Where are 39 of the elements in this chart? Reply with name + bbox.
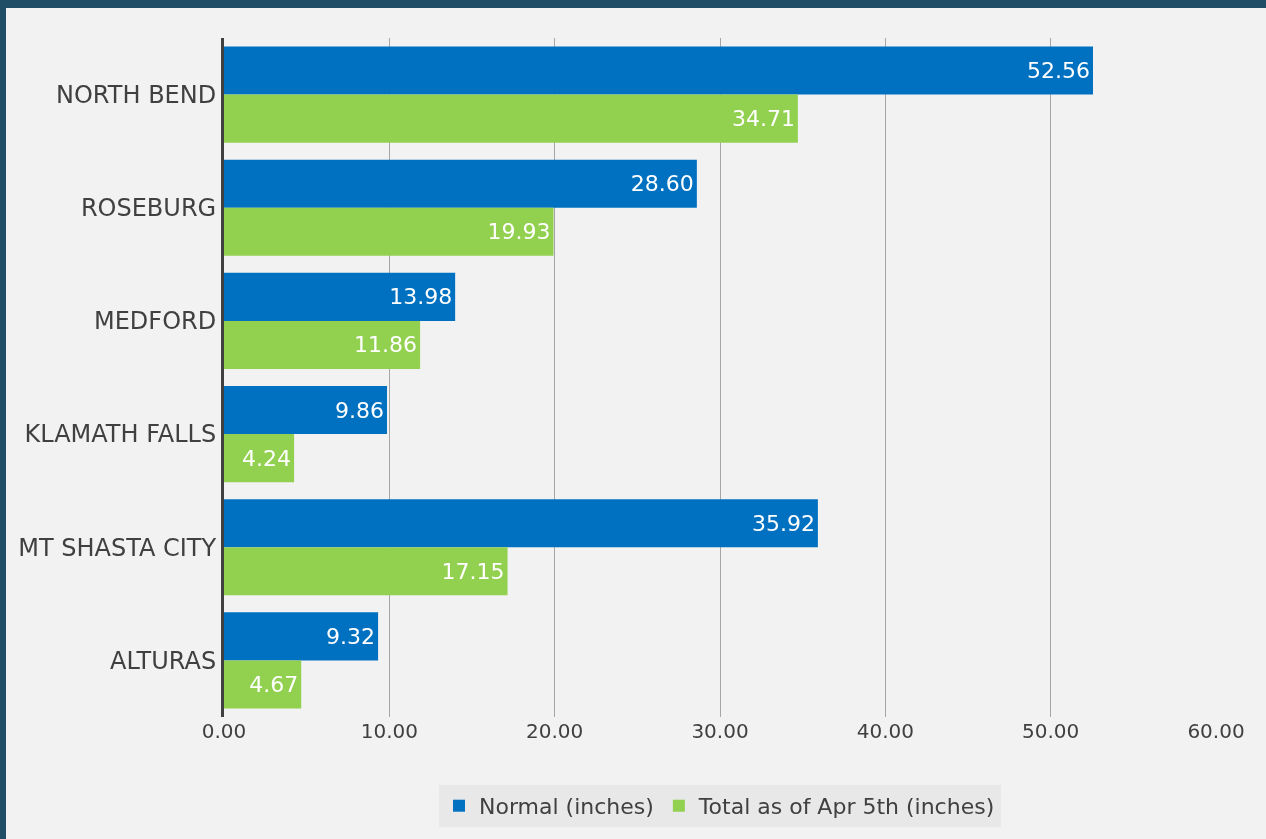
data-label: 9.32 xyxy=(326,623,376,649)
y-tick-label: MT SHASTA CITY xyxy=(18,533,217,562)
bar xyxy=(224,94,798,143)
x-tick-label: 10.00 xyxy=(360,719,418,743)
data-label: 4.24 xyxy=(242,445,292,471)
y-tick-label: MEDFORD xyxy=(94,307,217,336)
bar xyxy=(224,434,295,483)
y-tick-label: ROSEBURG xyxy=(80,194,217,223)
bar xyxy=(224,547,508,596)
x-tick-label: 30.00 xyxy=(691,719,749,743)
x-tick-label: 20.00 xyxy=(526,719,584,743)
bar xyxy=(224,207,554,256)
bar xyxy=(224,272,456,321)
data-label: 11.86 xyxy=(354,332,418,358)
legend-label: Total as of Apr 5th (inches) xyxy=(697,794,995,820)
x-tick-label: 50.00 xyxy=(1022,719,1080,743)
data-label: 17.15 xyxy=(441,558,505,584)
data-label: 4.67 xyxy=(249,671,299,697)
data-label: 9.86 xyxy=(335,397,385,423)
bar xyxy=(224,385,388,435)
bar xyxy=(224,612,379,661)
y-tick-label: ALTURAS xyxy=(110,646,217,675)
x-tick-label: 40.00 xyxy=(856,719,914,743)
data-label: 19.93 xyxy=(487,219,551,245)
x-tick-label: 0.00 xyxy=(201,719,247,743)
x-tick-label: 60.00 xyxy=(1187,719,1245,743)
data-label: 28.60 xyxy=(630,171,694,197)
bar xyxy=(224,320,421,370)
data-label: 34.71 xyxy=(731,106,795,132)
bar xyxy=(224,660,302,709)
data-label: 13.98 xyxy=(389,284,453,310)
bar xyxy=(224,46,1093,95)
legend-label: Normal (inches) xyxy=(479,794,654,820)
y-tick-label: KLAMATH FALLS xyxy=(24,420,217,449)
bar xyxy=(224,499,818,548)
bar xyxy=(224,159,697,208)
data-label: 35.92 xyxy=(751,510,815,536)
data-label: 52.56 xyxy=(1027,58,1090,84)
y-tick-label: NORTH BEND xyxy=(56,80,217,109)
